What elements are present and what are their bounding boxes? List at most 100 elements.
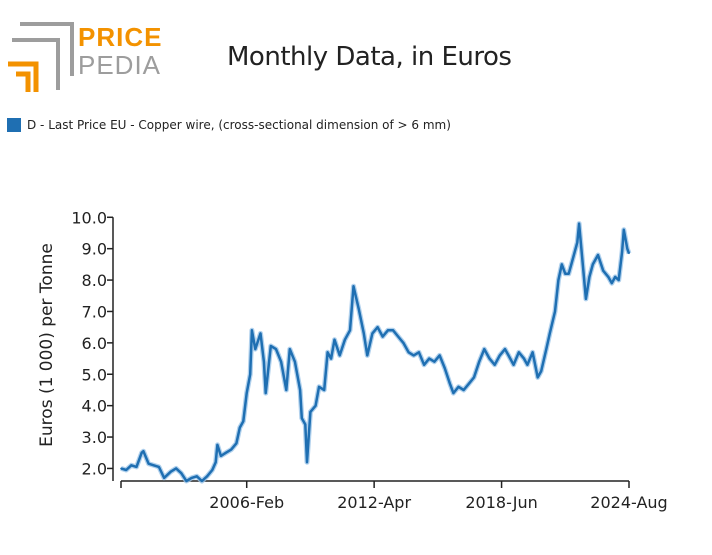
data-point bbox=[314, 404, 317, 407]
data-point bbox=[170, 470, 172, 473]
data-point bbox=[190, 477, 193, 479]
x-tick-label: 2012-Apr bbox=[337, 493, 411, 512]
logo-text-pedia: PEDIA bbox=[78, 50, 162, 80]
data-point bbox=[280, 360, 282, 363]
data-point bbox=[254, 348, 257, 350]
series-band bbox=[120, 221, 632, 484]
data-point bbox=[571, 260, 573, 263]
data-point bbox=[214, 461, 217, 463]
data-point bbox=[309, 411, 312, 413]
data-point bbox=[304, 423, 307, 426]
x-tick-label: 2018-Jun bbox=[465, 493, 537, 512]
data-point bbox=[366, 354, 369, 357]
y-tick-label: 8.0 bbox=[82, 271, 107, 290]
data-point bbox=[301, 417, 303, 420]
data-point bbox=[402, 342, 405, 344]
data-point bbox=[407, 351, 410, 354]
data-point bbox=[483, 348, 486, 350]
data-point bbox=[249, 373, 251, 376]
legend-label: D - Last Price EU - Copper wire, (cross-… bbox=[27, 118, 451, 132]
data-point bbox=[488, 357, 491, 360]
data-point bbox=[545, 348, 548, 350]
series-layer bbox=[120, 221, 632, 484]
data-point bbox=[536, 376, 539, 379]
data-point bbox=[387, 329, 389, 332]
data-point bbox=[225, 451, 227, 454]
data-point bbox=[557, 279, 560, 281]
data-point bbox=[263, 360, 265, 363]
y-tick-label: 9.0 bbox=[82, 240, 107, 259]
data-point bbox=[363, 332, 365, 335]
y-axis-label: Euros (1 000) per Tonne bbox=[37, 243, 57, 447]
data-point bbox=[423, 364, 425, 366]
data-point bbox=[152, 464, 155, 467]
data-point bbox=[142, 450, 145, 452]
y-tick-label: 5.0 bbox=[82, 365, 107, 384]
data-point bbox=[275, 348, 277, 350]
data-point bbox=[270, 345, 272, 347]
data-point bbox=[235, 442, 238, 445]
data-point bbox=[578, 222, 580, 225]
data-point bbox=[352, 285, 355, 288]
data-point bbox=[259, 332, 262, 335]
data-point bbox=[561, 263, 563, 266]
data-point bbox=[602, 269, 604, 272]
data-point bbox=[585, 298, 587, 300]
data-point bbox=[318, 386, 320, 388]
data-point bbox=[621, 251, 623, 253]
logo-mark-icon bbox=[8, 22, 74, 92]
data-point bbox=[392, 329, 394, 332]
data-point bbox=[548, 332, 551, 335]
data-point bbox=[499, 354, 501, 357]
data-point bbox=[449, 382, 451, 385]
data-point bbox=[540, 370, 542, 372]
data-point bbox=[201, 480, 203, 482]
y-tick-label: 2.0 bbox=[82, 459, 107, 478]
data-point bbox=[185, 480, 188, 482]
data-point bbox=[338, 354, 341, 357]
x-tick-label: 2024-Aug bbox=[590, 493, 667, 512]
data-point bbox=[554, 310, 556, 313]
data-point bbox=[531, 351, 534, 354]
data-point bbox=[135, 466, 138, 468]
data-point bbox=[614, 276, 617, 278]
data-point bbox=[330, 357, 332, 360]
data-point bbox=[626, 247, 629, 250]
y-tick-label: 7.0 bbox=[82, 302, 107, 321]
chart-legend[interactable]: D - Last Price EU - Copper wire, (cross-… bbox=[7, 118, 451, 132]
data-point bbox=[523, 357, 525, 360]
data-point bbox=[195, 475, 198, 478]
chart-title: Monthly Data, in Euros bbox=[227, 42, 512, 72]
data-point bbox=[452, 392, 455, 394]
data-point bbox=[428, 357, 431, 360]
data-point bbox=[239, 426, 241, 429]
data-point bbox=[216, 444, 219, 446]
legend-swatch bbox=[7, 118, 21, 132]
data-point bbox=[628, 252, 630, 255]
data-point bbox=[457, 386, 460, 388]
data-point bbox=[526, 364, 529, 366]
data-point bbox=[438, 354, 441, 357]
x-tick-label: 2006-Feb bbox=[209, 493, 284, 512]
data-point bbox=[285, 389, 288, 391]
data-point bbox=[147, 462, 150, 465]
data-point bbox=[180, 472, 183, 474]
data-point bbox=[468, 382, 470, 385]
data-point bbox=[433, 360, 436, 363]
data-point bbox=[344, 338, 346, 341]
data-point bbox=[211, 469, 214, 471]
data-point bbox=[349, 329, 351, 332]
y-tick-label: 3.0 bbox=[82, 428, 107, 447]
data-point bbox=[581, 260, 584, 263]
data-point bbox=[376, 326, 379, 328]
data-point bbox=[175, 467, 177, 470]
y-axis: 2.0 3.0 4.0 5.0 6.0 7.0 8.0 9.0 10.0 bbox=[71, 208, 114, 481]
data-point bbox=[507, 354, 510, 357]
data-point bbox=[220, 455, 222, 457]
data-point bbox=[478, 360, 480, 363]
data-point bbox=[443, 367, 446, 369]
data-point bbox=[288, 348, 291, 350]
data-point bbox=[230, 448, 233, 451]
data-point bbox=[576, 241, 579, 244]
